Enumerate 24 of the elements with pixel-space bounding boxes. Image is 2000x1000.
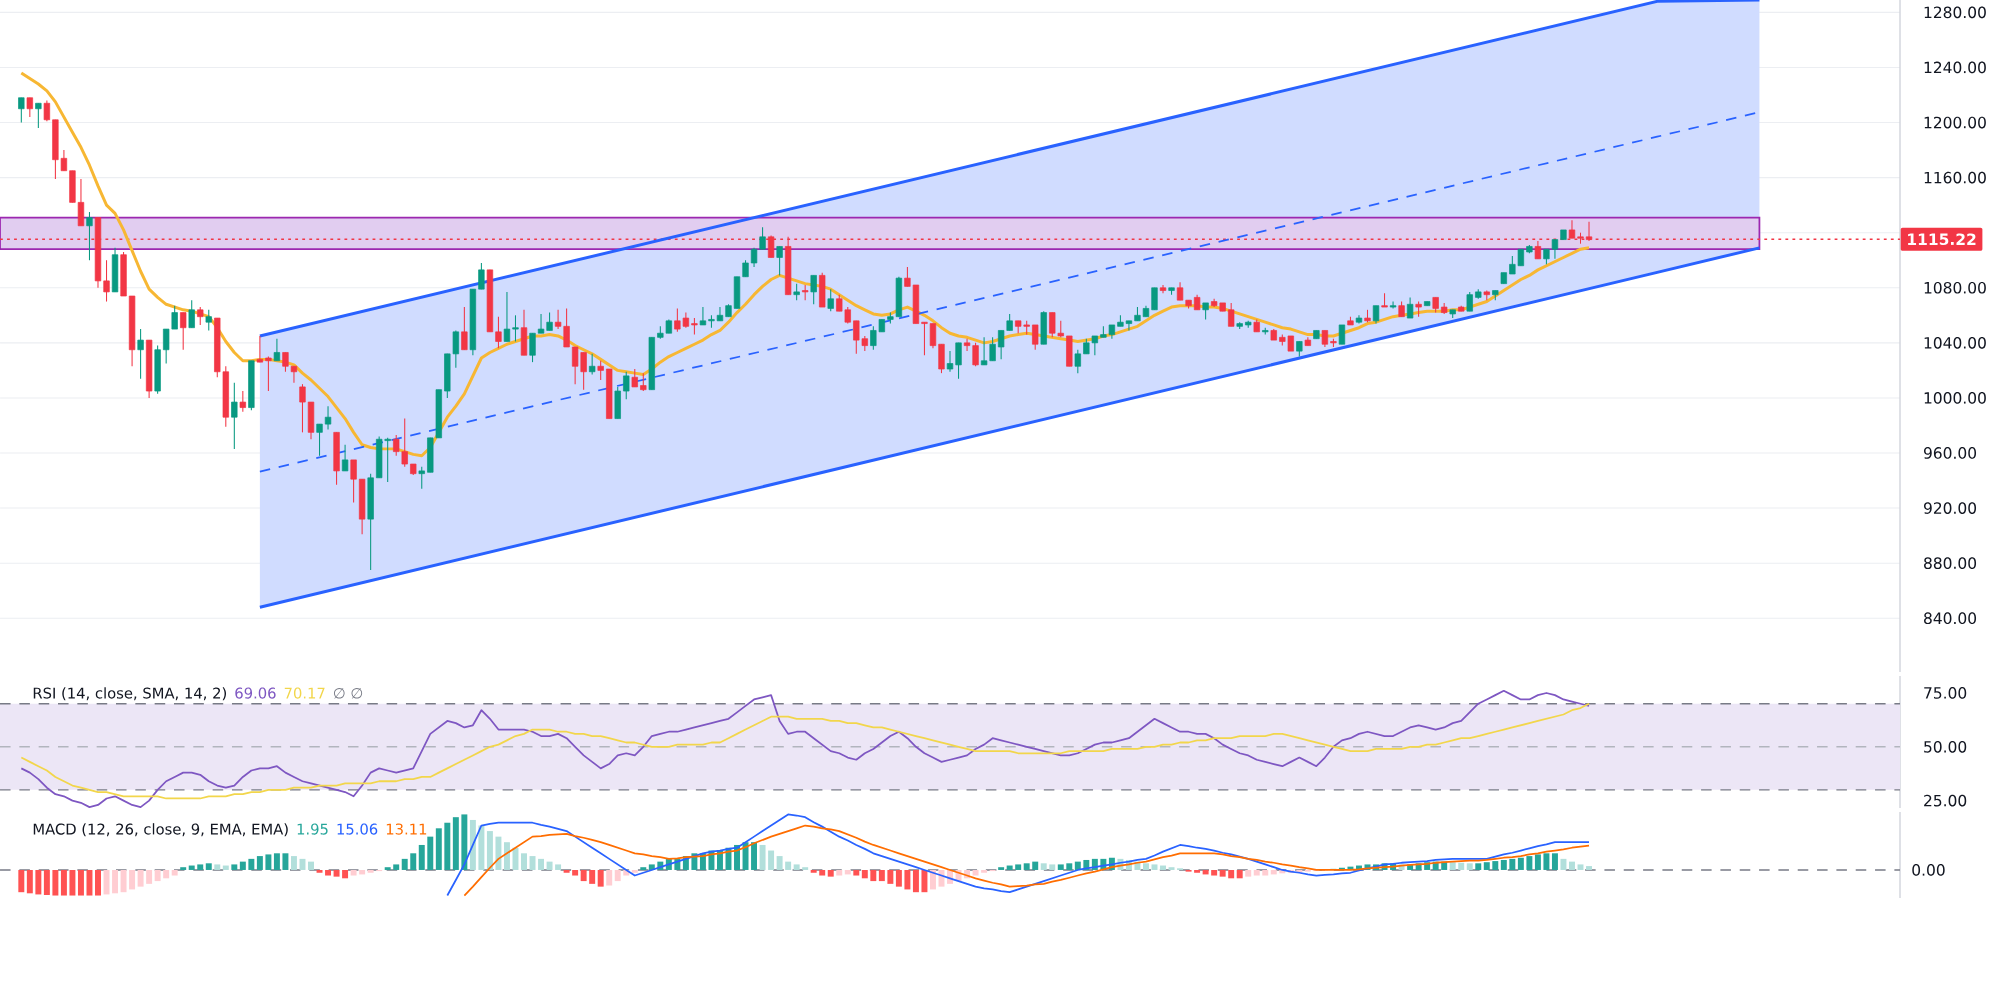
annotation: 1.95: [297, 823, 328, 835]
y-tick-label: 1080.00: [1924, 281, 1986, 294]
y-tick-label: 960.00: [1923, 447, 1977, 459]
y-tick-label: 840.00: [1924, 612, 1977, 625]
ref-line-label: 1115.22: [1908, 233, 1976, 246]
annotation: 69.06: [235, 687, 276, 699]
y-tick-label: 1200.00: [1924, 116, 1986, 129]
y-tick-label: 920.00: [1923, 502, 1977, 514]
y-tick-label: 1160.00: [1924, 171, 1986, 184]
y-tick-label: 1040.00: [1924, 336, 1986, 349]
y-tick-label: 50.00: [1924, 740, 1967, 753]
y-tick-label: 1240.00: [1924, 61, 1986, 74]
y-tick-label: 1280.00: [1924, 6, 1986, 19]
text: RSI (14, close, SMA, 14, 2): [33, 687, 227, 701]
annotation: ∅ ∅: [333, 687, 363, 699]
annotation: 13.11: [386, 823, 427, 835]
y-tick-label: 1000.00: [1924, 392, 1986, 404]
y-tick-label: 75.00: [1924, 687, 1967, 699]
annotation: 15.06: [337, 823, 378, 835]
y-tick-label: 880.00: [1924, 557, 1977, 570]
ref-line-label: 0.00: [1912, 864, 1945, 876]
y-tick-label: 25.00: [1924, 794, 1967, 807]
text: MACD (12, 26, close, 9, EMA, EMA): [33, 823, 288, 837]
annotation: 70.17: [284, 687, 325, 699]
